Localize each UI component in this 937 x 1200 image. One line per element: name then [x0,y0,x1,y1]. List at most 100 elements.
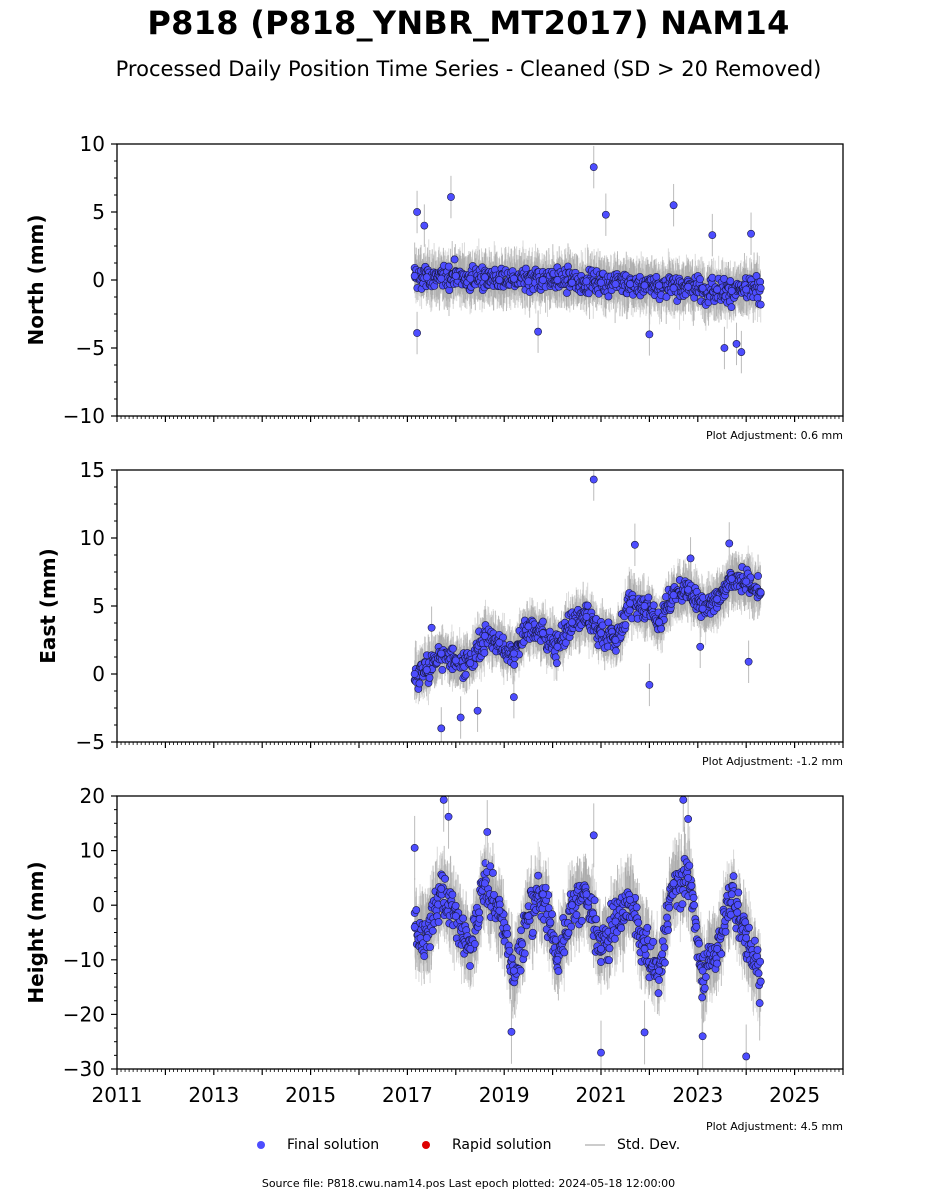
plot-adjustment-label: Plot Adjustment: 0.6 mm [706,429,843,442]
y-tick-label: 15 [80,458,105,482]
final-solution-point [708,273,717,282]
final-solution-point [655,281,663,290]
final-solution-point [524,622,533,631]
y-tick-label: −5 [76,336,105,360]
final-solution-point [420,221,429,230]
final-solution-point [437,649,446,658]
final-solution-point [534,327,542,336]
final-solution-point [589,163,598,172]
final-solution-point [451,656,460,665]
final-solution-point [582,612,591,621]
panel-data-north [410,145,765,374]
final-solution-point [652,272,661,281]
y-tick-label: 5 [92,200,105,224]
final-solution-point [466,274,475,283]
final-solution-point [611,636,620,644]
final-solution-point [644,593,653,602]
final-solution-point [509,274,518,283]
final-solution-point [425,673,434,682]
final-solution-point [626,280,634,288]
panel-data-east [410,470,765,742]
final-solution-point [621,621,630,629]
chart-title: P818 (P818_YNBR_MT2017) NAM14 [147,4,790,42]
final-solution-point [669,201,678,210]
final-solution-point [466,659,475,668]
y-axis-label: North (mm) [24,214,48,345]
final-solution-point [756,300,765,309]
final-solution-point [422,666,431,674]
final-solution-point [698,284,707,293]
y-tick-label: 0 [92,662,105,686]
final-solution-point [410,272,419,280]
final-solution-point [645,330,654,339]
final-solution-point [422,273,431,282]
final-solution-point [720,344,729,352]
final-solution-point [447,193,455,201]
y-tick-label: −10 [63,404,105,428]
final-solution-point [561,638,570,647]
final-solution-point [510,660,519,669]
final-solution-point [744,657,753,666]
final-solution-point [649,601,658,610]
final-solution-point [601,210,610,219]
final-solution-point [732,340,741,348]
final-solution-point [713,595,722,604]
final-solution-point [645,680,654,689]
final-solution-point [495,276,504,284]
final-solution-point [726,277,735,285]
final-solution-point [669,284,678,293]
y-tick-label: −5 [76,730,105,754]
final-solution-point [524,277,533,286]
final-solution-point [604,292,613,301]
final-solution-point [509,649,518,658]
final-solution-point [410,670,419,678]
panel-data-height [410,796,765,1069]
final-solution-point [582,277,591,286]
y-axis-label: East (mm) [36,548,60,664]
final-solution-point [539,629,547,638]
final-solution-point [480,273,489,282]
final-solution-point [437,724,446,733]
final-solution-point [438,665,447,674]
final-solution-point [449,644,457,653]
y-tick-label: 0 [92,268,105,292]
final-solution-point [473,706,482,715]
final-solution-point [597,278,605,287]
final-solution-point [509,693,518,702]
final-solution-point [480,632,489,640]
final-solution-point [584,289,593,298]
final-solution-point [568,278,576,287]
final-solution-point [415,679,424,688]
final-solution-point [553,276,562,284]
final-solution-point [696,275,704,284]
panel-north: −10 −5 0 5 10 North (mm) Plot Adjustment: 0.6 … [24,132,844,442]
final-solution-point [742,285,751,294]
final-solution-point [708,231,717,240]
final-solution-point [450,255,459,264]
final-solution-point [451,272,460,280]
final-solution-point [727,574,736,583]
final-solution-point [713,285,722,294]
final-solution-point [686,554,695,563]
final-solution-point [597,629,605,638]
plot-adjustment-label: Plot Adjustment: -1.2 mm [702,755,843,768]
final-solution-point [698,604,707,613]
final-solution-point [742,577,751,586]
final-solution-point [495,638,504,647]
final-solution-point [539,276,547,284]
final-solution-point [727,303,736,312]
final-solution-point [669,591,678,600]
final-solution-point [611,280,620,288]
final-solution-point [747,229,755,238]
final-solution-point [696,642,705,651]
final-solution-point [563,289,571,297]
chart-subtitle: Processed Daily Position Time Series - C… [115,57,822,81]
final-solution-point [539,617,547,626]
final-solution-point [413,208,421,216]
final-solution-point [583,601,592,610]
y-tick-label: 10 [80,526,105,550]
axes-frame [116,469,844,743]
final-solution-point [640,602,649,610]
final-solution-point [630,540,639,549]
